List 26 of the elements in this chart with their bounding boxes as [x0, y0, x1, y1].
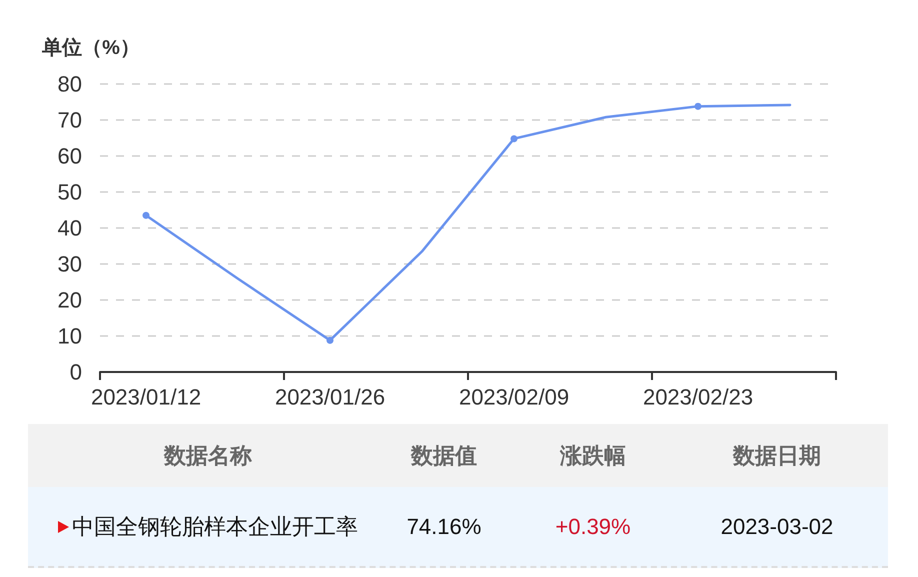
text: +0.39% [555, 514, 631, 540]
y-tick-label: 10 [58, 324, 82, 348]
point [326, 336, 334, 344]
y-axis-title: 单位（%） [41, 36, 140, 59]
category-label: 数据名称 [162, 442, 253, 470]
x-tick-label: 2023/01/26 [274, 384, 386, 410]
point [694, 102, 702, 110]
text: 74.16% [406, 514, 482, 540]
text: 中国全钢轮胎样本企业开工率 [72, 512, 358, 540]
category-label: 数据值 [410, 442, 478, 470]
y-tick-label: 50 [58, 180, 82, 204]
x-tick-label: 2023/02/23 [642, 384, 754, 410]
category-label: 数据日期 [732, 442, 822, 470]
y-tick-label: 40 [58, 216, 82, 240]
text: 2023-03-02 [720, 514, 834, 540]
y-tick-label: 80 [58, 72, 82, 96]
y-tick-label: 60 [58, 144, 82, 168]
y-tick-label: 70 [58, 108, 82, 132]
point [510, 135, 518, 142]
category-label: 涨跌幅 [558, 442, 627, 470]
y-tick-label: 0 [70, 360, 82, 384]
y-tick-label: 20 [58, 288, 82, 312]
x-tick-label: 2023/01/12 [90, 384, 202, 410]
y-tick-label: 30 [58, 252, 82, 276]
x-tick-label: 2023/02/09 [458, 384, 570, 410]
point [142, 212, 150, 219]
